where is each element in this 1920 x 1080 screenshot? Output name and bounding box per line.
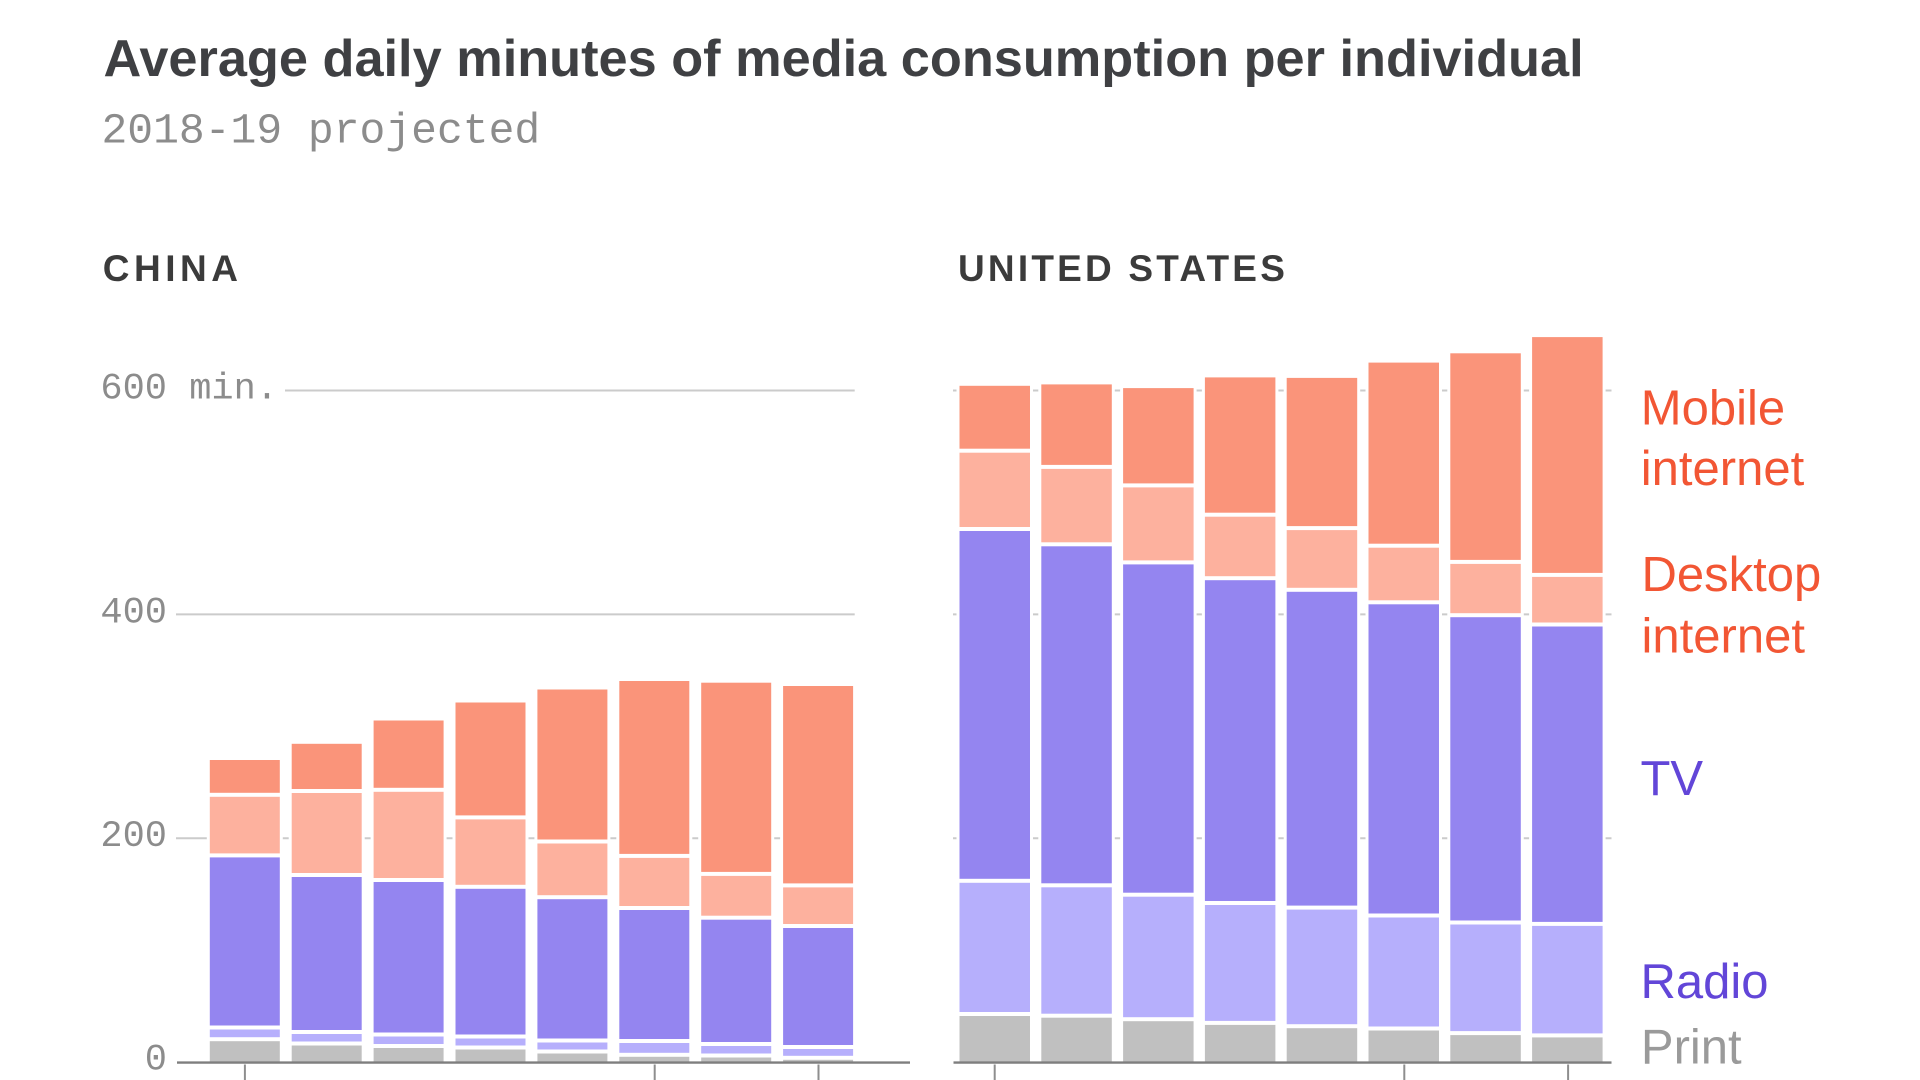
svg-text:600 min.: 600 min. bbox=[100, 369, 278, 411]
svg-text:Desktop: Desktop bbox=[1642, 548, 1822, 602]
svg-text:UNITED STATES: UNITED STATES bbox=[958, 248, 1288, 289]
svg-text:200: 200 bbox=[100, 816, 167, 858]
svg-text:internet: internet bbox=[1642, 610, 1806, 664]
svg-text:TV: TV bbox=[1641, 752, 1704, 806]
svg-text:Average daily minutes of media: Average daily minutes of media consumpti… bbox=[104, 30, 1584, 88]
svg-text:2018-19 projected: 2018-19 projected bbox=[102, 107, 541, 156]
svg-text:Print: Print bbox=[1641, 1021, 1742, 1075]
svg-text:0: 0 bbox=[145, 1040, 167, 1080]
svg-text:Mobile: Mobile bbox=[1641, 382, 1785, 436]
svg-text:CHINA: CHINA bbox=[103, 248, 243, 289]
svg-text:400: 400 bbox=[100, 592, 167, 634]
svg-text:internet: internet bbox=[1641, 442, 1805, 496]
svg-text:Radio: Radio bbox=[1641, 955, 1769, 1009]
